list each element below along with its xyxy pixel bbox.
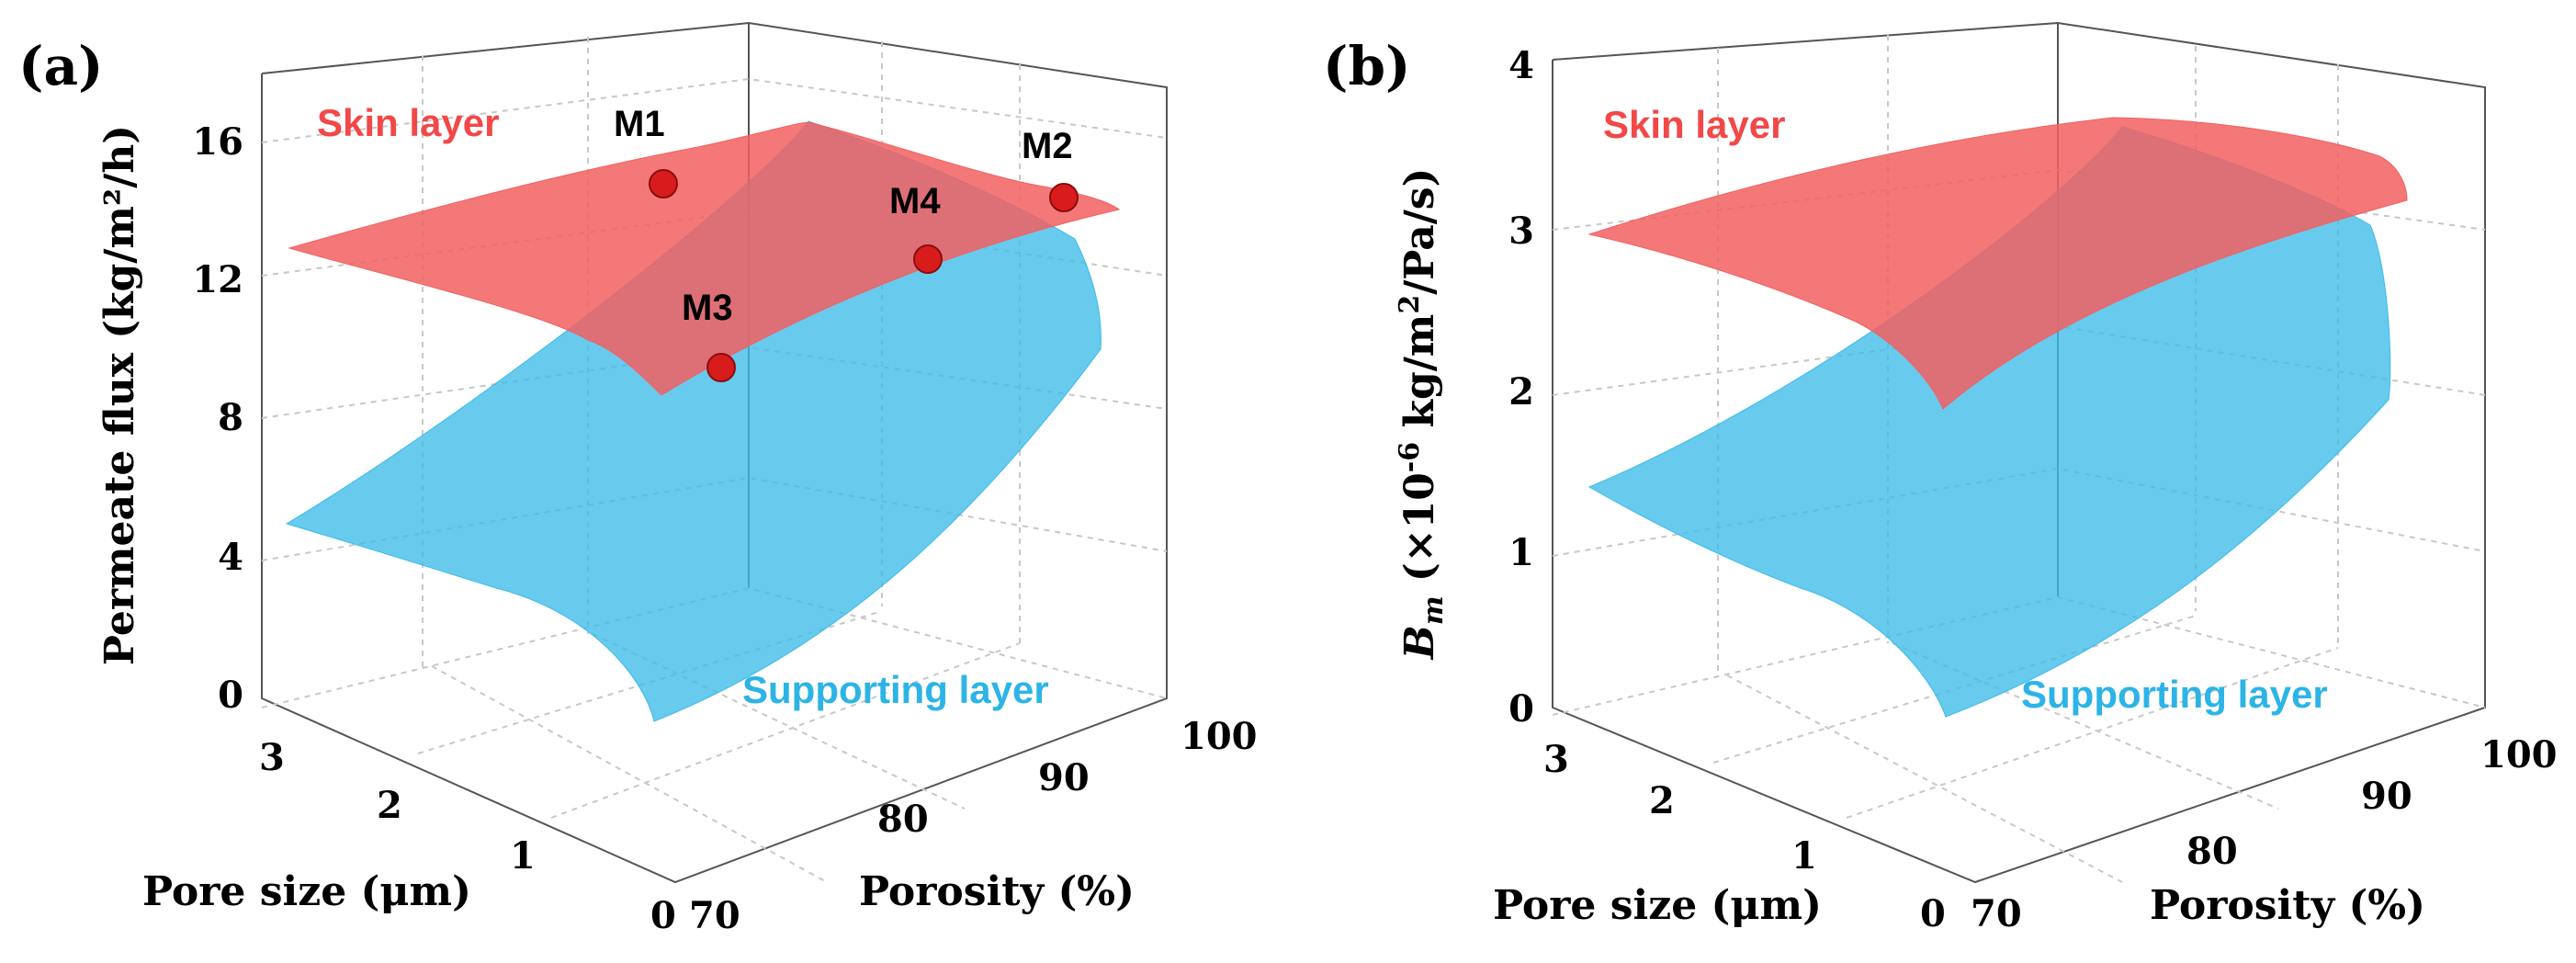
z-tick: 8 [218,396,243,439]
panel-a-pore-axis-title: Pore size (μm) [142,868,471,915]
marker-m4 [913,244,943,274]
panel-a-z-ticks: 0 4 8 12 16 [192,120,243,717]
bm-prefix: (×10 [1396,472,1443,595]
panel-b-z-axis-title: Bm (×10-6 kg/m2/Pa/s) [1394,168,1450,662]
panel-a-legend-supporting: Supporting layer [742,668,1049,711]
panel-b: (b) Skin layer Supporting layer 0 1 [1323,21,2558,935]
porosity-tick: 80 [2186,830,2238,873]
marker-m1 [649,169,678,198]
panel-a-label: (a) [18,35,103,97]
marker-m4-label: M4 [889,181,941,221]
z-tick: 3 [1508,210,1534,253]
z-tick: 4 [1508,44,1534,87]
pore-tick: 1 [510,834,536,878]
panel-a-skin-layer-surface [288,121,1121,396]
marker-m3 [706,353,736,382]
panel-b-z-ticks: 0 1 2 3 4 [1508,44,1534,731]
panel-b-skin-layer-surface [1587,117,2408,410]
panel-b-legend-supporting: Supporting layer [2021,673,2328,716]
bm-units-exponent: 2 [1394,295,1426,314]
panel-b-porosity-axis-title: Porosity (%) [2150,882,2425,929]
panel-b-pore-ticks: 0 1 2 3 [1543,738,1946,935]
pore-tick: 0 [650,894,676,937]
porosity-tick: 100 [1181,715,1258,758]
bm-symbol: B [1396,625,1443,661]
porosity-tick: 70 [1971,892,2022,935]
marker-m2 [1049,183,1079,212]
panel-a-markers: M1 M2 M3 M4 [614,104,1079,382]
z-tick: 0 [1508,687,1534,731]
panel-a-pore-ticks: 0 1 2 3 [259,736,676,937]
bm-units-end: /Pa/s) [1396,168,1443,295]
panel-b-pore-axis-title: Pore size (μm) [1493,882,1822,929]
pore-tick: 2 [1649,779,1675,822]
z-tick: 0 [218,674,243,717]
marker-m1-label: M1 [614,104,665,144]
panel-b-legend-skin: Skin layer [1603,103,1785,146]
marker-m3-label: M3 [682,288,733,328]
z-tick: 1 [1508,531,1534,574]
porosity-tick: 90 [2361,775,2412,818]
panel-a-porosity-ticks: 70 80 90 100 [689,715,1258,937]
marker-m2-label: M2 [1022,126,1073,166]
panel-b-porosity-ticks: 70 80 90 100 [1971,733,2558,935]
porosity-tick: 70 [689,894,740,937]
bm-exponent: -6 [1394,442,1426,472]
bm-subscript: m [1418,595,1450,625]
panel-a-legend-skin: Skin layer [317,101,499,144]
pore-tick: 2 [377,784,402,827]
panel-a-porosity-axis-title: Porosity (%) [859,868,1135,915]
pore-tick: 0 [1920,892,1946,935]
z-tick: 16 [192,120,243,164]
porosity-tick: 80 [877,798,929,841]
panel-a: (a) [18,21,1258,937]
porosity-tick: 100 [2480,733,2558,776]
pore-tick: 1 [1791,834,1817,878]
pore-tick: 3 [1543,738,1569,781]
z-tick: 2 [1508,370,1534,414]
panel-b-label: (b) [1323,35,1410,97]
porosity-tick: 90 [1038,756,1090,799]
pore-tick: 3 [259,736,285,779]
bm-units: kg/m [1396,314,1443,442]
panel-a-z-axis-title: Permeate flux (kg/m²/h) [96,125,143,665]
z-tick: 12 [192,258,243,301]
z-tick: 4 [218,536,243,579]
